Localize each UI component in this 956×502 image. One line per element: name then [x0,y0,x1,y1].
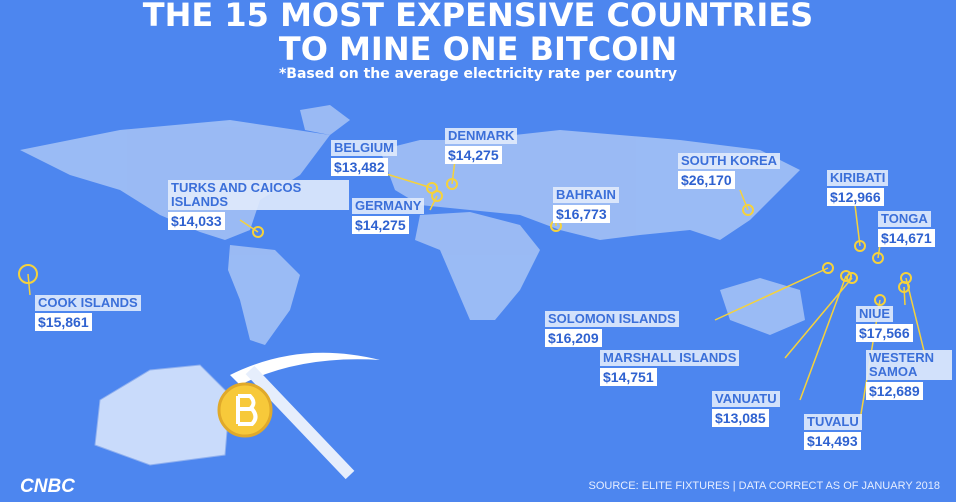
source: SOURCE: ELITE FIXTURES | DATA CORRECT AS… [588,480,940,492]
leader-line [27,273,31,296]
leader-line [379,171,433,189]
country-label: BAHRAIN $16,773 [553,187,619,223]
logo: CNBC [20,476,75,497]
leader-line [714,267,829,321]
location-marker [18,264,38,284]
country-label: TONGA $14,671 [878,211,935,247]
location-marker [900,272,912,284]
country-name: VANUATU [712,391,780,407]
title-line: TO MINE ONE BITCOIN [278,30,678,68]
leader-line [799,275,847,401]
mining-cost: $13,085 [712,409,769,427]
country-name: TONGA [878,211,931,227]
country-label: DENMARK $14,275 [445,128,518,164]
country-name: GERMANY [352,198,425,214]
location-marker [854,240,866,252]
country-name: BAHRAIN [553,187,619,203]
mining-cost: $12,689 [866,382,923,400]
country-label: KIRIBATI $12,966 [827,170,889,206]
mining-cost: $14,033 [168,212,225,230]
country-label: TUVALU $14,493 [804,414,862,450]
mining-cost: $14,671 [878,229,935,247]
mining-cost: $14,751 [600,368,657,386]
mining-cost: $14,275 [445,146,502,164]
country-label: BELGIUM $13,482 [331,140,397,176]
country-name: COOK ISLANDS [35,295,141,311]
country-label: NIUE $17,566 [856,306,913,342]
location-marker [872,252,884,264]
location-marker [742,204,754,216]
country-name: SOUTH KOREA [678,153,781,169]
subtitle: *Based on the average electricity rate p… [278,66,677,82]
mining-cost: $14,493 [804,432,861,450]
country-name: WESTERN SAMOA [866,350,952,380]
mining-cost: $15,861 [35,313,92,331]
country-label: COOK ISLANDS $15,861 [35,295,141,331]
location-marker [431,190,443,202]
country-name: MARSHALL ISLANDS [600,350,740,366]
country-name: BELGIUM [331,140,397,156]
country-label: SOLOMON ISLANDS $16,209 [545,311,679,347]
country-name: NIUE [856,306,894,322]
country-label: MARSHALL ISLANDS $14,751 [600,350,740,386]
location-marker [822,262,834,274]
location-marker [840,270,852,282]
location-marker [446,178,458,190]
mining-cost: $14,275 [352,216,409,234]
mining-cost: $16,773 [553,205,610,223]
country-name: KIRIBATI [827,170,889,186]
country-label: GERMANY $14,275 [352,198,425,234]
country-label: WESTERN SAMOA $12,689 [866,350,952,400]
pickaxe-illustration [94,352,380,480]
leader-line [877,244,881,259]
country-name: TUVALU [804,414,862,430]
leader-line [905,277,926,356]
country-label: TURKS AND CAICOS ISLANDS $14,033 [168,180,349,230]
country-label: VANUATU $13,085 [712,391,780,427]
title: THE 15 MOST EXPENSIVE COUNTRIES TO MINE … [0,0,956,66]
mining-cost: $12,966 [827,188,884,206]
mining-cost: $26,170 [678,171,735,189]
mining-cost: $17,566 [856,324,913,342]
title-line: THE 15 MOST EXPENSIVE COUNTRIES [142,0,814,34]
leader-line [903,286,906,306]
country-label: SOUTH KOREA $26,170 [678,153,781,189]
country-name: DENMARK [445,128,518,144]
country-name: TURKS AND CAICOS ISLANDS [168,180,349,210]
mining-cost: $13,482 [331,158,388,176]
leader-line [854,204,861,247]
location-marker [846,272,858,284]
leader-line [429,195,438,211]
country-name: SOLOMON ISLANDS [545,311,679,327]
leader-line [739,189,749,211]
mining-cost: $16,209 [545,329,602,347]
location-marker [874,294,886,306]
location-marker [252,226,264,238]
leader-line [239,219,259,233]
